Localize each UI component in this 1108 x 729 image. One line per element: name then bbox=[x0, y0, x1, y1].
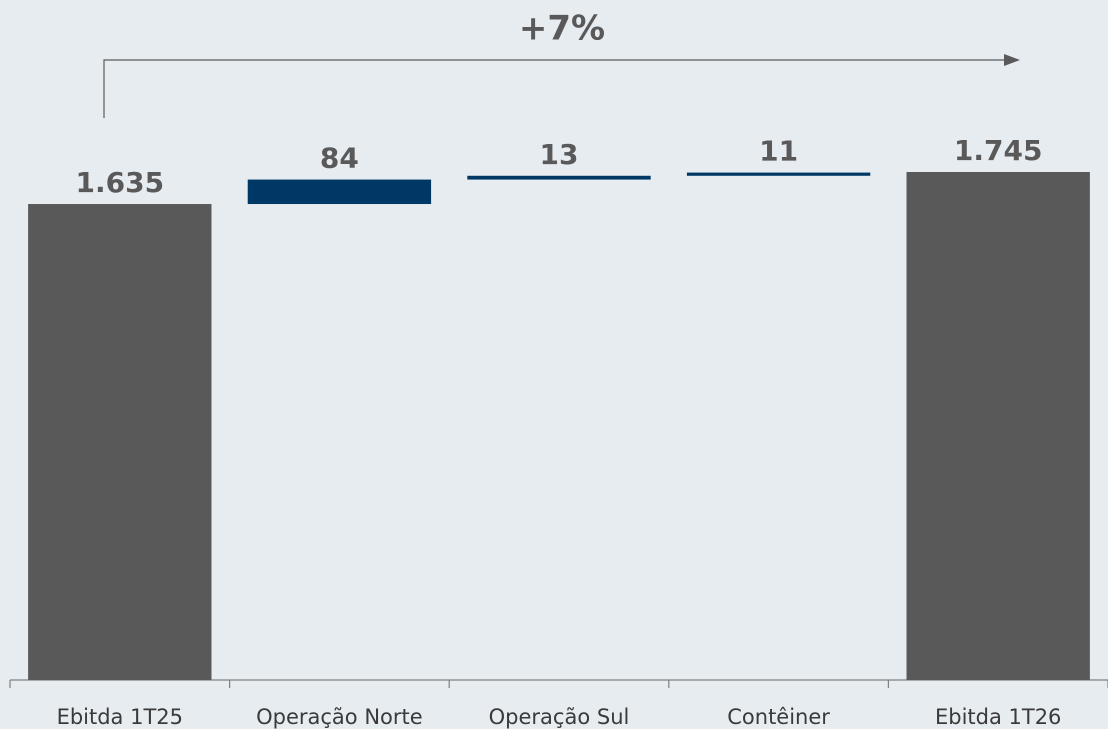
x-tick-label: Ebitda 1T25 bbox=[57, 705, 183, 729]
data-label: 11 bbox=[759, 135, 798, 168]
x-tick-label: Contêiner bbox=[727, 705, 830, 729]
bar bbox=[28, 204, 212, 680]
arrow-head bbox=[1004, 54, 1020, 66]
annotation: +7% bbox=[519, 9, 605, 49]
data-label: 1.635 bbox=[76, 166, 165, 199]
x-tick-label: Operação Norte bbox=[256, 705, 423, 729]
data-label: 1.745 bbox=[954, 134, 1043, 167]
data-label: 84 bbox=[320, 142, 359, 175]
bar bbox=[467, 175, 651, 180]
growth-arrow bbox=[103, 59, 1006, 118]
bar bbox=[247, 179, 432, 205]
bar bbox=[906, 172, 1090, 680]
bar bbox=[686, 172, 871, 176]
x-tick-label: Ebitda 1T26 bbox=[935, 705, 1061, 729]
x-tick-label: Operação Sul bbox=[489, 705, 630, 729]
data-label: 13 bbox=[540, 138, 579, 171]
